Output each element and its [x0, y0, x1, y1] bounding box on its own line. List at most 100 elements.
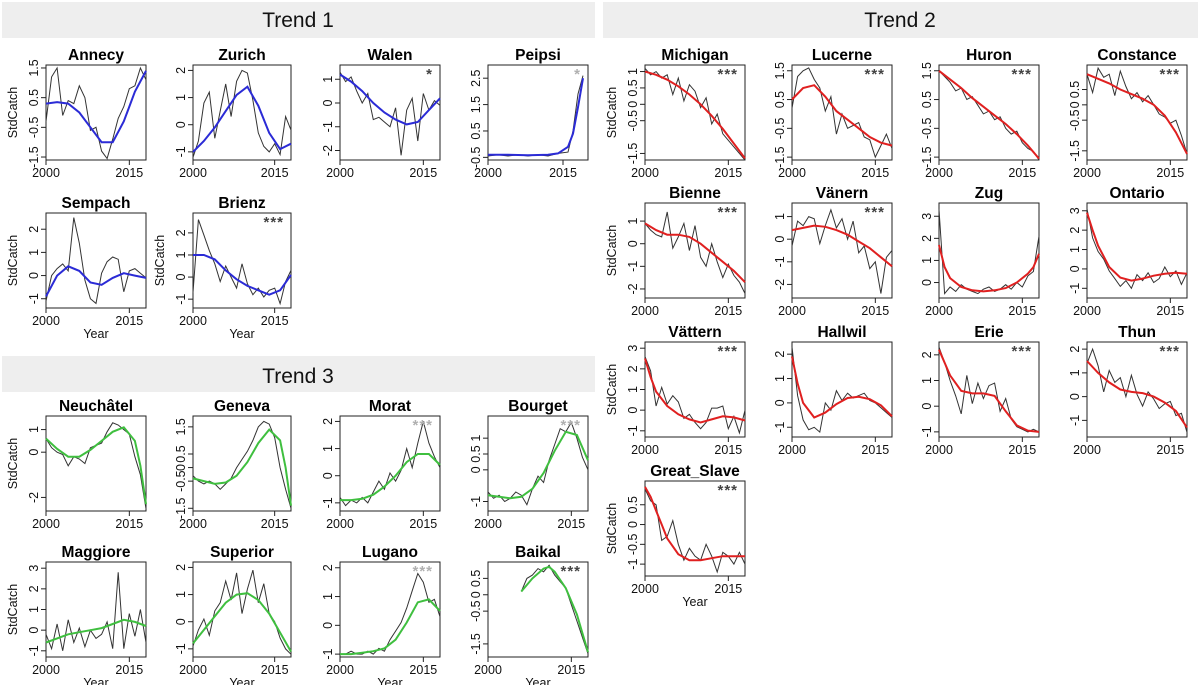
- panel-geneva: Geneva -1.5 -0.50 0.5 1.5 2000 2015: [174, 398, 292, 531]
- y-tick-label: -1: [626, 261, 640, 272]
- y-tick-label: -1.5: [469, 633, 483, 655]
- y-tick-label: -0.5: [27, 117, 41, 139]
- raw-catch-line: [938, 70, 1040, 161]
- x-tick-label: 2000: [925, 443, 953, 457]
- x-tick-label: 2000: [179, 166, 207, 180]
- y-tick-label: 1: [469, 435, 483, 442]
- trend-line: [791, 224, 893, 268]
- panel-title: Erie: [974, 324, 1004, 341]
- x-axis-title: Year: [229, 327, 254, 341]
- x-tick-label: 2015: [714, 582, 742, 596]
- trend-line: [1086, 212, 1188, 282]
- trend-line: [791, 84, 893, 147]
- x-tick-label: 2015: [549, 166, 577, 180]
- y-tick-label: -1: [321, 649, 335, 660]
- y-tick-label: -1: [27, 645, 41, 656]
- panel-title: Michigan: [661, 47, 728, 64]
- y-tick-label: 0: [321, 99, 335, 106]
- y-tick-label: -1.5: [174, 497, 188, 519]
- trend-line: [938, 349, 1040, 433]
- raw-catch-line: [339, 71, 441, 156]
- y-tick-label: 0.5: [469, 122, 483, 139]
- x-tick-label: 2015: [1008, 166, 1036, 180]
- significance-stars: ***: [560, 417, 581, 434]
- y-tick-label: -1: [321, 497, 335, 508]
- y-tick-label: -0.5: [469, 600, 483, 622]
- x-tick-label: 2000: [1073, 304, 1101, 318]
- y-tick-label: -1: [469, 496, 483, 507]
- raw-catch-line: [487, 421, 589, 506]
- x-tick-label: 2015: [409, 663, 437, 677]
- x-tick-label: 2015: [115, 166, 143, 180]
- trend-line: [520, 565, 589, 653]
- raw-catch-line: [192, 569, 292, 655]
- y-tick-label: -2: [321, 145, 335, 156]
- significance-stars: ***: [717, 66, 738, 83]
- x-tick-label: 2015: [115, 517, 143, 531]
- x-tick-label: 2000: [326, 517, 354, 531]
- panel-walen: Walen -2 -1 0 1 2000 2015 *: [321, 47, 441, 180]
- plot-frame: [791, 341, 893, 438]
- plot-frame: [938, 341, 1040, 438]
- plot-frame: [192, 561, 292, 658]
- panel-title: Sempach: [62, 195, 131, 212]
- y-tick-label: 0: [1068, 265, 1082, 272]
- panel-bourget: Bourget -1 0 0.5 1 2000 2015 ***: [469, 398, 589, 531]
- y-tick-label: -1.5: [27, 146, 41, 168]
- plot-frame: [487, 64, 589, 161]
- y-tick-label: -0.5: [920, 118, 934, 140]
- x-tick-label: 2000: [179, 663, 207, 677]
- y-tick-label: -1.5: [773, 146, 787, 168]
- panel-title: Geneva: [214, 398, 270, 415]
- y-tick-label: 0: [626, 407, 640, 414]
- panel-title: Constance: [1097, 47, 1177, 64]
- trend-line: [339, 73, 441, 126]
- trend-line: [340, 598, 441, 656]
- raw-catch-line: [791, 346, 893, 434]
- trend-line: [644, 486, 745, 562]
- y-tick-label: 3: [27, 565, 41, 572]
- x-tick-label: 2015: [1008, 304, 1036, 318]
- banner-trend2-label: Trend 2: [864, 9, 936, 32]
- trend-line: [644, 222, 746, 283]
- x-tick-label: 2015: [1156, 304, 1184, 318]
- trend-line: [45, 426, 147, 505]
- raw-catch-line: [192, 69, 292, 158]
- panel-title: Brienz: [218, 195, 266, 212]
- significance-stars: ***: [717, 204, 738, 221]
- trend-line: [487, 430, 589, 500]
- y-tick-label: -1: [626, 559, 640, 570]
- panel-lucerne: Lucerne -1.5 -0.5 0.5 1.5 2000 2015 ***: [773, 47, 893, 180]
- y-tick-label: 0: [27, 627, 41, 634]
- significance-stars: ***: [1011, 343, 1032, 360]
- panel-hallwil: Hallwil -1 0 1 2 2000 2015: [773, 324, 893, 457]
- y-tick-label: 2: [920, 235, 934, 242]
- x-tick-label: 2015: [861, 304, 889, 318]
- y-tick-label: 0: [626, 521, 640, 528]
- panel-title: Zurich: [218, 47, 265, 64]
- x-tick-label: 2015: [861, 443, 889, 457]
- y-tick-label: 0.5: [469, 445, 483, 462]
- y-tick-label: 1.5: [773, 62, 787, 79]
- y-tick-label: 1.5: [920, 62, 934, 79]
- x-tick-label: 2015: [714, 443, 742, 457]
- y-tick-label: -0.5: [773, 118, 787, 140]
- significance-stars: ***: [864, 66, 885, 83]
- y-tick-label: 0: [321, 622, 335, 629]
- panel-title: Vättern: [668, 324, 721, 341]
- trend-line: [193, 254, 292, 296]
- y-axis-title: StdCatch: [605, 225, 619, 276]
- y-tick-label: 1: [1068, 369, 1082, 376]
- y-axis-title: StdCatch: [6, 438, 20, 489]
- y-tick-label: 0.5: [920, 91, 934, 108]
- x-axis-title: Year: [682, 595, 707, 609]
- panel-neuch-tel: Neuchâtel -2 0 1 2000 2015 StdCatch: [6, 398, 147, 531]
- y-tick-label: -1: [174, 146, 188, 157]
- y-tick-label: 0: [626, 101, 640, 108]
- y-tick-label: 0: [174, 464, 188, 471]
- y-tick-label: -1.5: [626, 143, 640, 165]
- y-tick-label: 0: [174, 274, 188, 281]
- significance-stars: *: [426, 66, 433, 83]
- y-tick-label: 0.5: [174, 445, 188, 462]
